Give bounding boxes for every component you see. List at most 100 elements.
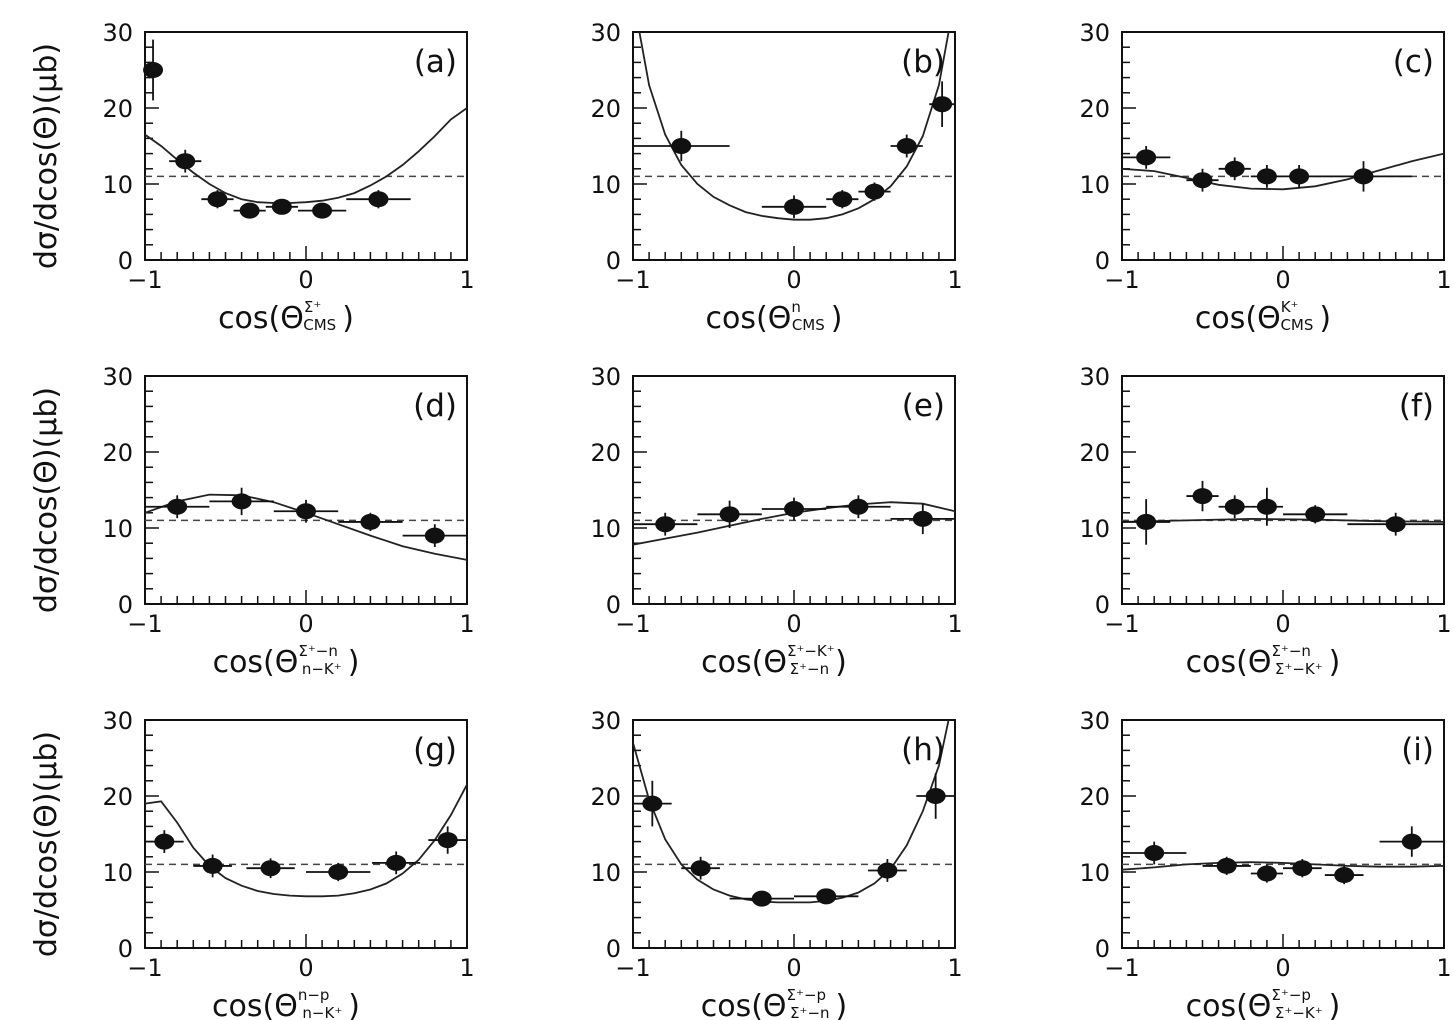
data-marker xyxy=(1385,516,1406,533)
model-curve xyxy=(145,107,467,204)
model-curve xyxy=(638,32,950,221)
panel-label: (a) xyxy=(414,44,457,80)
data-marker xyxy=(1292,860,1313,877)
data-point xyxy=(145,830,184,853)
y-tick-label: 20 xyxy=(1079,439,1110,467)
data-point xyxy=(372,851,421,875)
data-marker xyxy=(751,890,772,907)
data-point xyxy=(1218,495,1251,519)
data-point xyxy=(297,202,347,219)
panel-label: (d) xyxy=(413,388,457,424)
data-point xyxy=(1283,505,1348,524)
data-marker xyxy=(1334,867,1355,884)
data-point xyxy=(868,859,907,882)
data-marker xyxy=(154,833,175,850)
y-tick-label: 20 xyxy=(1079,95,1110,123)
data-marker xyxy=(424,527,445,544)
x-axis-label: cos(ΘΣ⁺−p Σ⁺−n) xyxy=(701,986,848,1020)
data-point xyxy=(169,149,202,173)
x-axis-label: cos(ΘK⁺ CMS) xyxy=(1195,298,1331,336)
y-tick-label: 30 xyxy=(102,363,133,391)
data-point xyxy=(1122,146,1171,169)
data-marker xyxy=(784,501,804,517)
data-point xyxy=(1122,841,1187,865)
data-point xyxy=(1324,865,1364,885)
data-point xyxy=(209,487,274,516)
data-point xyxy=(1250,165,1283,188)
data-point xyxy=(858,182,891,201)
data-point xyxy=(1186,480,1219,512)
data-marker xyxy=(1144,845,1165,861)
data-point xyxy=(1250,864,1283,883)
panel-label: (f) xyxy=(1399,388,1434,424)
panel-label: (c) xyxy=(1393,44,1434,80)
y-tick-label: 30 xyxy=(102,707,133,735)
data-point xyxy=(1347,512,1444,536)
data-point xyxy=(193,854,232,878)
x-axis-label: cos(ΘΣ⁺−n Σ⁺−K⁺) xyxy=(1186,642,1341,680)
x-tick-label: 0 xyxy=(1275,266,1290,294)
data-marker xyxy=(1401,833,1422,850)
x-tick-label: 0 xyxy=(1275,954,1290,982)
data-point xyxy=(145,495,210,519)
y-tick-label: 10 xyxy=(1079,171,1110,199)
data-point xyxy=(428,826,467,854)
data-point xyxy=(633,780,672,827)
y-tick-label: 30 xyxy=(102,19,133,47)
data-point xyxy=(890,134,923,158)
data-point xyxy=(143,39,164,101)
data-point xyxy=(761,195,827,219)
x-axis-label: cos(ΘΣ⁺−p Σ⁺−K⁺) xyxy=(1186,986,1341,1020)
data-point xyxy=(697,500,762,528)
data-marker xyxy=(877,862,898,879)
y-tick-label: 0 xyxy=(118,935,133,963)
data-point xyxy=(233,202,266,219)
data-point xyxy=(633,512,698,536)
x-axis-label: cos(ΘΣ⁺ CMS) xyxy=(218,298,354,336)
x-tick-label: −1 xyxy=(1104,266,1139,294)
data-marker xyxy=(296,503,316,520)
y-tick-label: 0 xyxy=(1095,247,1110,275)
x-tick-label: 0 xyxy=(298,610,313,638)
data-point xyxy=(729,890,794,907)
panel-label: (b) xyxy=(901,44,945,80)
data-marker xyxy=(1192,488,1213,505)
data-marker xyxy=(1136,513,1157,530)
x-tick-label: −1 xyxy=(1104,610,1139,638)
data-point xyxy=(761,497,827,521)
x-tick-label: 1 xyxy=(459,610,474,638)
y-tick-label: 30 xyxy=(1079,363,1110,391)
data-point xyxy=(1186,168,1219,192)
x-tick-label: −1 xyxy=(127,610,162,638)
x-tick-label: 0 xyxy=(786,266,801,294)
data-point xyxy=(265,198,298,215)
x-axis-label: cos(ΘΣ⁺−K⁺ Σ⁺−n) xyxy=(701,642,847,680)
y-tick-label: 30 xyxy=(590,19,621,47)
data-marker xyxy=(784,198,804,215)
panel-label: (e) xyxy=(902,388,945,424)
y-tick-label: 20 xyxy=(102,439,133,467)
y-tick-label: 30 xyxy=(1079,19,1110,47)
data-marker xyxy=(690,860,711,877)
x-tick-label: 0 xyxy=(786,954,801,982)
y-tick-label: 10 xyxy=(590,171,621,199)
x-tick-label: 1 xyxy=(1436,610,1451,638)
y-axis-label: dσ/dcos(Θ)(μb) xyxy=(29,731,64,957)
data-marker xyxy=(202,857,223,874)
y-tick-label: 0 xyxy=(1095,591,1110,619)
data-marker xyxy=(1224,160,1245,177)
x-tick-label: 1 xyxy=(947,954,962,982)
data-marker xyxy=(848,498,869,515)
y-tick-label: 0 xyxy=(606,247,621,275)
data-point xyxy=(826,190,859,209)
y-tick-label: 20 xyxy=(1079,783,1110,811)
data-marker xyxy=(231,493,252,510)
y-tick-label: 10 xyxy=(102,171,133,199)
data-marker xyxy=(1256,865,1277,882)
data-point xyxy=(633,130,730,162)
